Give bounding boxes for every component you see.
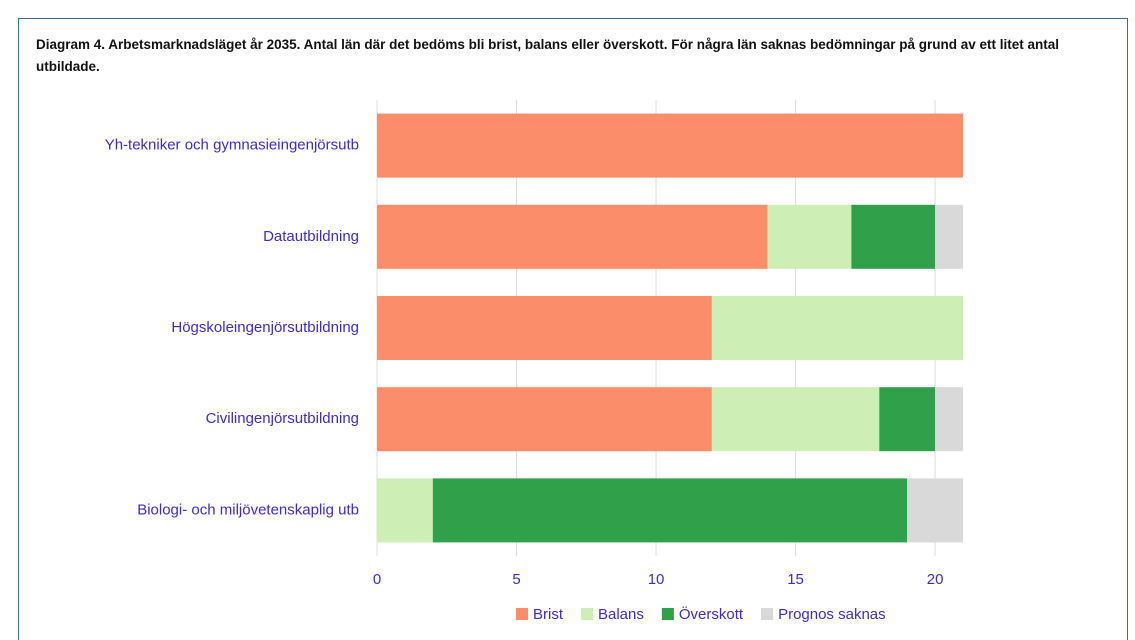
legend-label: Överskott bbox=[679, 605, 744, 623]
bar-segment bbox=[851, 204, 936, 269]
bar-segment bbox=[879, 387, 936, 452]
bar-segment bbox=[377, 113, 963, 178]
bar-segment bbox=[767, 204, 852, 269]
legend-label: Balans bbox=[598, 606, 644, 623]
bar-segment bbox=[711, 387, 880, 452]
bar-segment bbox=[377, 296, 712, 360]
legend-label: Prognos saknas bbox=[778, 606, 886, 623]
chart-title: Diagram 4. Arbetsmarknadsläget år 2035. … bbox=[36, 37, 1060, 74]
bar-segment bbox=[935, 387, 963, 452]
y-tick-label: Civilingenjörsutbildning bbox=[206, 410, 359, 427]
bar-segment bbox=[377, 204, 768, 269]
x-tick-label: 15 bbox=[787, 571, 804, 588]
bar-segment bbox=[432, 478, 908, 543]
bar-segment bbox=[907, 478, 963, 543]
legend-swatch bbox=[661, 608, 674, 620]
x-tick-label: 0 bbox=[373, 571, 381, 588]
legend-swatch bbox=[761, 608, 774, 620]
bar-segment bbox=[935, 204, 963, 269]
y-tick-label: Yh-tekniker och gymnasieingenjörsutb bbox=[105, 137, 359, 154]
bar-segment bbox=[377, 387, 712, 452]
x-tick-label: 5 bbox=[512, 571, 520, 588]
frame bbox=[18, 18, 1128, 640]
y-tick-label: Datautbildning bbox=[263, 228, 359, 245]
x-tick-label: 10 bbox=[648, 571, 665, 588]
x-tick-label: 20 bbox=[927, 571, 944, 588]
y-tick-label: Högskoleingenjörsutbildning bbox=[171, 319, 359, 336]
bar-segment bbox=[711, 296, 963, 360]
bar-segment bbox=[377, 478, 433, 543]
y-tick-label: Biologi- och miljövetenskaplig utb bbox=[137, 501, 359, 518]
legend-swatch bbox=[516, 608, 528, 620]
legend-swatch bbox=[581, 608, 593, 620]
legend-label: Brist bbox=[533, 606, 564, 623]
